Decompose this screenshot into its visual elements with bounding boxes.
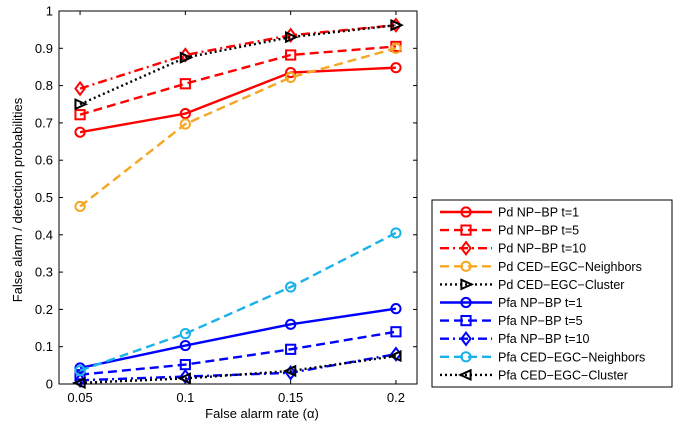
data-point (390, 62, 402, 74)
legend-marker (460, 240, 472, 256)
y-tick-label: 0.5 (35, 190, 53, 205)
data-point (179, 78, 191, 90)
y-tick-label: 0.7 (35, 115, 53, 130)
data-point (390, 42, 402, 54)
legend-label: Pfa CED−EGC−Cluster (498, 368, 628, 382)
data-point (72, 376, 86, 390)
legend-item: Pfa CED−EGC−Cluster (440, 368, 628, 382)
legend-label: Pfa CED−EGC−Neighbors (498, 350, 645, 364)
series-9 (72, 349, 402, 390)
series-3 (74, 42, 402, 213)
plot-area: 0.05 0.1 0.15 0.2 0 0.1 0.2 0.3 0.4 0.5 0.6 0.7 0.8 0… (35, 4, 418, 405)
series-8 (74, 227, 402, 377)
legend-item: Pfa CED−EGC−Neighbors (440, 350, 645, 364)
x-tick-label: 0.1 (176, 390, 194, 405)
series-line (79, 66, 396, 134)
x-axis-label: False alarm rate (α) (205, 406, 319, 421)
series-4 (74, 19, 404, 111)
legend-item: Pd NP−BP t=1 (440, 206, 579, 220)
legend-label: Pd CED−EGC−Neighbors (498, 260, 642, 274)
data-point (74, 126, 86, 138)
data-point (179, 107, 191, 120)
data-point (74, 364, 86, 377)
legend-marker (460, 315, 472, 327)
series-line (79, 23, 397, 106)
data-point (179, 51, 194, 64)
legend-marker (460, 351, 472, 363)
legend-label: Pfa NP−BP t=1 (498, 296, 583, 310)
data-point (282, 364, 297, 378)
legend-item: Pd CED−EGC−Cluster (440, 278, 624, 292)
x-tick-label: 0.15 (278, 390, 303, 405)
data-point (390, 19, 404, 32)
legend-marker (457, 368, 472, 382)
data-point (390, 326, 402, 338)
x-tick-label: 0.2 (387, 390, 405, 405)
data-point (387, 349, 402, 363)
legend-item: Pd NP−BP t=10 (440, 240, 586, 256)
data-point (285, 49, 297, 61)
series-0 (74, 62, 402, 138)
y-tick-label: 1 (46, 4, 53, 19)
legend-item: Pfa NP−BP t=5 (440, 314, 583, 328)
data-point (285, 343, 297, 355)
legend-item: Pfa NP−BP t=10 (440, 330, 590, 347)
data-point (390, 303, 402, 315)
legend-label: Pd NP−BP t=1 (498, 206, 579, 220)
data-point (285, 71, 297, 83)
x-tick-label: 0.05 (67, 390, 92, 405)
data-point (179, 118, 191, 130)
legend-marker (460, 224, 472, 236)
series-line (80, 352, 397, 382)
legend-item: Pd CED−EGC−Neighbors (440, 260, 642, 274)
y-tick-label: 0.9 (35, 41, 53, 56)
data-point (74, 98, 89, 111)
data-point (179, 339, 191, 352)
legend-item: Pd NP−BP t=5 (440, 224, 579, 238)
legend-label: Pd NP−BP t=10 (498, 242, 586, 256)
series-line (79, 231, 397, 372)
y-tick-label: 0.6 (35, 153, 53, 168)
series-line (79, 330, 397, 376)
data-point (74, 80, 86, 97)
legend-label: Pfa NP−BP t=5 (498, 314, 583, 328)
legend-label: Pd NP−BP t=5 (498, 224, 579, 238)
legend-marker (460, 330, 472, 347)
legend-marker (460, 260, 472, 272)
data-point (285, 318, 297, 330)
series-line (79, 307, 397, 370)
y-tick-label: 0.8 (35, 78, 53, 93)
legend: Pd NP−BP t=1 Pd NP−BP t=5 Pd NP−BP t=10 Pd … (431, 199, 673, 388)
legend-marker (460, 278, 475, 291)
data-point (285, 281, 297, 293)
legend-label: Pd CED−EGC−Cluster (498, 278, 624, 292)
data-point (285, 30, 299, 44)
legend-marker (460, 206, 472, 218)
y-tick-label: 0.1 (35, 339, 53, 354)
data-point (390, 227, 402, 239)
y-axis-label: False alarm / detection probabilities (10, 97, 25, 302)
data-point (179, 328, 191, 340)
y-tick-label: 0.2 (35, 302, 53, 317)
data-point (74, 109, 86, 121)
series-line (79, 45, 397, 116)
y-tick-label: 0.3 (35, 265, 53, 280)
data-point (74, 200, 86, 213)
data-point (285, 66, 297, 79)
data-point (177, 372, 191, 385)
axes-box (58, 10, 418, 385)
legend-label: Pfa NP−BP t=10 (498, 332, 590, 346)
y-tick-label: 0.4 (35, 227, 53, 242)
legend-marker (460, 296, 472, 309)
legend-item: Pfa NP−BP t=1 (440, 296, 583, 310)
y-tick-label: 0 (46, 377, 53, 392)
